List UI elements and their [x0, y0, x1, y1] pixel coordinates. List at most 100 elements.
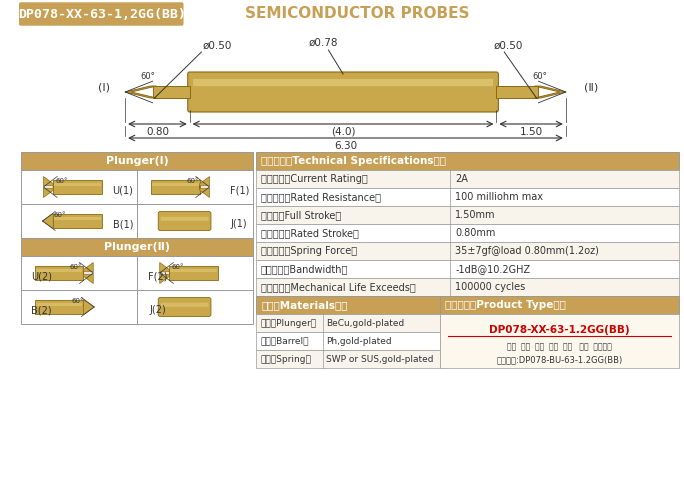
- Polygon shape: [42, 214, 53, 228]
- FancyBboxPatch shape: [36, 303, 83, 306]
- Text: 0.80mm: 0.80mm: [456, 228, 496, 238]
- FancyBboxPatch shape: [158, 212, 211, 230]
- FancyBboxPatch shape: [21, 170, 137, 204]
- FancyBboxPatch shape: [158, 297, 211, 317]
- FancyBboxPatch shape: [256, 260, 679, 278]
- Text: 60°: 60°: [186, 178, 198, 184]
- FancyBboxPatch shape: [256, 296, 440, 314]
- Text: 材质（Materials）：: 材质（Materials）：: [261, 300, 347, 310]
- FancyBboxPatch shape: [256, 242, 679, 260]
- Text: ø0.50: ø0.50: [493, 41, 523, 51]
- Text: B(1): B(1): [113, 219, 133, 229]
- Text: 针头（Plunger）: 针头（Plunger）: [260, 319, 316, 327]
- FancyBboxPatch shape: [256, 278, 679, 296]
- FancyBboxPatch shape: [161, 303, 209, 307]
- FancyBboxPatch shape: [21, 256, 137, 290]
- Text: 60°: 60°: [533, 72, 547, 81]
- FancyBboxPatch shape: [256, 350, 440, 368]
- Text: 阅定电流（Current Rating）: 阅定电流（Current Rating）: [261, 174, 368, 184]
- FancyBboxPatch shape: [21, 290, 137, 324]
- Text: BeCu,gold-plated: BeCu,gold-plated: [326, 319, 405, 327]
- Text: F(2): F(2): [148, 271, 168, 281]
- Text: Plunger(Ⅱ): Plunger(Ⅱ): [104, 242, 170, 252]
- Text: J(1): J(1): [231, 219, 248, 229]
- Text: 60°: 60°: [53, 212, 66, 218]
- Text: B(2): B(2): [31, 305, 52, 315]
- Text: 60°: 60°: [70, 264, 82, 270]
- Text: 测试寿命（Mechanical Life Exceeds）: 测试寿命（Mechanical Life Exceeds）: [261, 282, 416, 292]
- Text: 60°: 60°: [141, 72, 155, 81]
- Text: 60°: 60°: [72, 298, 84, 304]
- FancyBboxPatch shape: [53, 179, 102, 194]
- Text: U(1): U(1): [113, 185, 133, 195]
- FancyBboxPatch shape: [256, 188, 679, 206]
- Text: 0.80: 0.80: [146, 127, 169, 137]
- FancyBboxPatch shape: [21, 152, 253, 170]
- FancyBboxPatch shape: [21, 204, 137, 238]
- Text: 60°: 60°: [55, 178, 68, 184]
- FancyBboxPatch shape: [53, 214, 102, 228]
- FancyBboxPatch shape: [256, 170, 679, 188]
- FancyBboxPatch shape: [256, 206, 679, 224]
- Text: J(2): J(2): [150, 305, 166, 315]
- FancyBboxPatch shape: [54, 217, 101, 220]
- FancyBboxPatch shape: [21, 238, 253, 256]
- FancyBboxPatch shape: [137, 256, 253, 290]
- Text: 35±7gf@load 0.80mm(1.2oz): 35±7gf@load 0.80mm(1.2oz): [456, 246, 599, 256]
- Text: 100000 cycles: 100000 cycles: [456, 282, 526, 292]
- Text: DP078-XX-63-1,2GG(BB): DP078-XX-63-1,2GG(BB): [18, 8, 186, 21]
- FancyBboxPatch shape: [170, 269, 218, 272]
- FancyBboxPatch shape: [193, 79, 493, 86]
- Text: 系列  规格  头型  总长  弹力   镀金  针头材质: 系列 规格 头型 总长 弹力 镀金 针头材质: [507, 342, 612, 351]
- Polygon shape: [44, 176, 53, 198]
- Text: 100 milliohm max: 100 milliohm max: [456, 192, 543, 202]
- Text: 额定弹力（Spring Force）: 额定弹力（Spring Force）: [261, 246, 357, 256]
- Text: 订购举例:DP078-BU-63-1.2GG(BB): 订购举例:DP078-BU-63-1.2GG(BB): [497, 355, 622, 364]
- FancyBboxPatch shape: [256, 152, 679, 170]
- Text: 弹簧（Spring）: 弹簧（Spring）: [260, 354, 311, 363]
- Text: Plunger(Ⅰ): Plunger(Ⅰ): [105, 156, 168, 166]
- Text: 频率带宽（Bandwidth）: 频率带宽（Bandwidth）: [261, 264, 348, 274]
- FancyBboxPatch shape: [54, 183, 101, 186]
- FancyBboxPatch shape: [440, 296, 679, 314]
- FancyBboxPatch shape: [36, 269, 83, 272]
- Text: SEMICONDUCTOR PROBES: SEMICONDUCTOR PROBES: [246, 6, 470, 22]
- Text: (4.0): (4.0): [331, 127, 355, 137]
- FancyBboxPatch shape: [256, 224, 679, 242]
- Text: ø0.50: ø0.50: [202, 41, 232, 51]
- Text: ø0.78: ø0.78: [309, 38, 339, 48]
- FancyBboxPatch shape: [170, 266, 218, 281]
- Polygon shape: [160, 263, 170, 283]
- FancyBboxPatch shape: [35, 299, 83, 314]
- Text: SWP or SUS,gold-plated: SWP or SUS,gold-plated: [326, 354, 434, 363]
- FancyBboxPatch shape: [137, 290, 253, 324]
- Text: 成品型号（Product Type）：: 成品型号（Product Type）：: [445, 300, 566, 310]
- Text: 1.50: 1.50: [520, 127, 542, 137]
- Polygon shape: [125, 86, 157, 98]
- Text: DP078-XX-63-1.2GG(BB): DP078-XX-63-1.2GG(BB): [489, 325, 630, 335]
- FancyBboxPatch shape: [35, 266, 83, 281]
- FancyBboxPatch shape: [20, 3, 183, 25]
- Text: (Ⅰ): (Ⅰ): [98, 82, 109, 92]
- Text: 2A: 2A: [456, 174, 469, 184]
- FancyBboxPatch shape: [256, 314, 440, 332]
- Text: 技术要求（Technical Specifications）：: 技术要求（Technical Specifications）：: [261, 156, 446, 166]
- Text: -1dB@10.2GHZ: -1dB@10.2GHZ: [456, 264, 531, 274]
- FancyBboxPatch shape: [187, 72, 499, 112]
- Polygon shape: [83, 299, 94, 314]
- Text: 额定行程（Rated Stroke）: 额定行程（Rated Stroke）: [261, 228, 359, 238]
- Text: F(1): F(1): [230, 185, 249, 195]
- FancyBboxPatch shape: [161, 217, 209, 221]
- FancyBboxPatch shape: [497, 86, 538, 98]
- Text: 阅定电阱（Rated Resistance）: 阅定电阱（Rated Resistance）: [261, 192, 381, 202]
- Text: 针管（Barrel）: 针管（Barrel）: [260, 336, 308, 346]
- Text: Ph,gold-plated: Ph,gold-plated: [326, 336, 392, 346]
- Text: 6.30: 6.30: [334, 141, 357, 151]
- Text: (Ⅱ): (Ⅱ): [584, 82, 598, 92]
- Text: U(2): U(2): [31, 271, 52, 281]
- Polygon shape: [200, 176, 209, 198]
- FancyBboxPatch shape: [440, 314, 679, 368]
- FancyBboxPatch shape: [152, 183, 199, 186]
- Polygon shape: [83, 263, 93, 283]
- FancyBboxPatch shape: [137, 204, 253, 238]
